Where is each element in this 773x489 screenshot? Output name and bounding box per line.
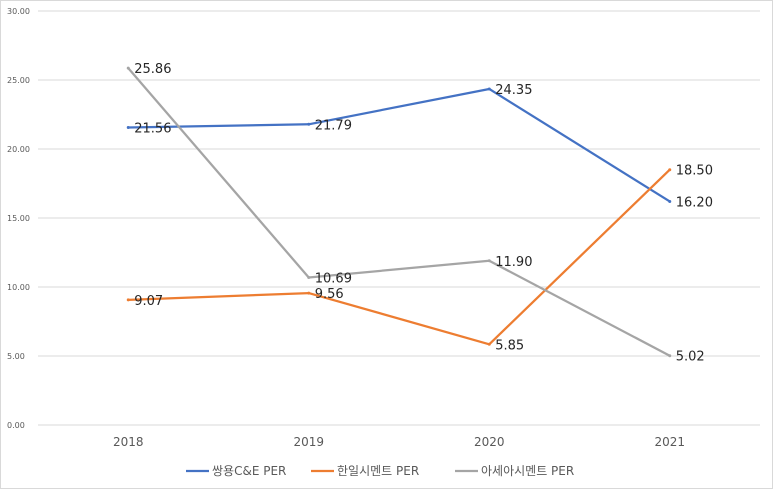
legend[interactable]: 쌍용C&E PER 한일시멘트 PER 아세아시멘트 PER <box>186 464 574 478</box>
data-point <box>487 87 491 91</box>
data-point <box>668 199 672 203</box>
y-tick-label: 25.00 <box>7 76 30 85</box>
x-tick-label: 2019 <box>293 435 324 449</box>
data-label: 10.69 <box>315 271 352 286</box>
x-tick-label: 2020 <box>474 435 505 449</box>
data-labels: 21.56 21.79 24.35 16.20 9.07 9.56 5.85 18.50 25.… <box>134 62 713 365</box>
gridlines <box>38 10 760 426</box>
data-point <box>487 342 491 346</box>
data-label: 24.35 <box>495 83 532 98</box>
y-tick-label: 20.00 <box>7 145 30 154</box>
y-tick-label: 0.00 <box>7 421 25 430</box>
x-tick-label: 2018 <box>113 435 144 449</box>
legend-label: 한일시멘트 PER <box>337 464 419 478</box>
data-point <box>126 298 130 302</box>
data-point <box>126 66 130 70</box>
data-label: 18.50 <box>676 164 713 179</box>
y-tick-label: 30.00 <box>7 7 30 16</box>
y-tick-label: 10.00 <box>7 283 30 292</box>
data-point <box>307 275 311 279</box>
data-label: 5.85 <box>495 338 524 353</box>
data-label: 9.56 <box>315 287 344 302</box>
legend-label: 아세아시멘트 PER <box>481 464 574 478</box>
data-point <box>307 122 311 126</box>
data-point <box>126 125 130 129</box>
data-label: 21.79 <box>315 118 352 133</box>
data-point <box>668 168 672 172</box>
data-label: 21.56 <box>134 121 171 136</box>
data-label: 16.20 <box>676 195 713 210</box>
legend-label: 쌍용C&E PER <box>212 464 286 478</box>
plot-area <box>126 66 672 358</box>
data-label: 5.02 <box>676 350 705 365</box>
data-point <box>487 259 491 263</box>
x-tick-label: 2021 <box>654 435 685 449</box>
series-line-2 <box>127 168 671 346</box>
x-axis: 2018 2019 2020 2021 <box>113 435 685 449</box>
series-line-1 <box>127 87 671 203</box>
y-tick-label: 15.00 <box>7 214 30 223</box>
data-point <box>668 354 672 358</box>
y-tick-label: 5.00 <box>7 352 25 361</box>
data-label: 9.07 <box>134 294 163 309</box>
data-label: 11.90 <box>495 255 532 270</box>
series-line-3 <box>127 67 671 357</box>
data-label: 25.86 <box>134 62 171 77</box>
data-point <box>307 291 311 295</box>
y-axis: 0.00 5.00 10.00 15.00 20.00 25.00 30.00 <box>7 7 30 430</box>
